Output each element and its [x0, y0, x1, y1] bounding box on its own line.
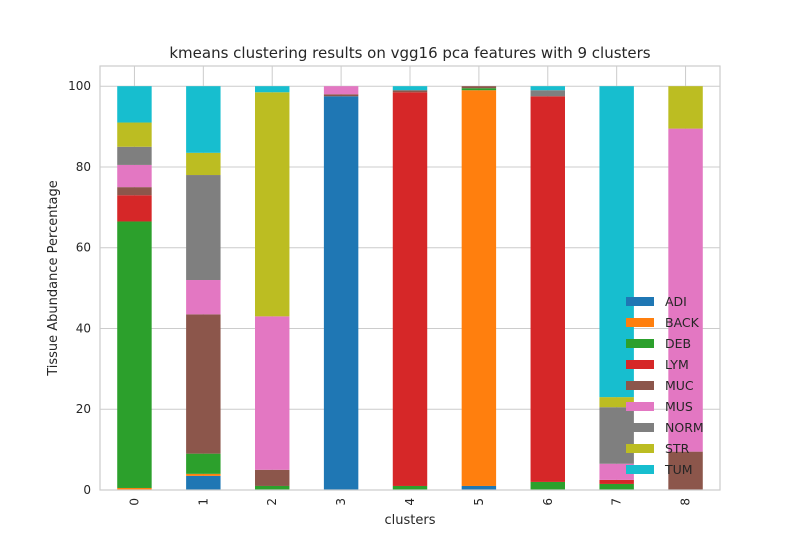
plot-frame: [99, 65, 721, 491]
legend-label-back: BACK: [665, 315, 700, 330]
bar-segment-back-cluster-0: [117, 487, 152, 490]
legend-swatch-str: [626, 444, 654, 453]
bar-segment-mus-cluster-1: [186, 280, 221, 315]
legend-swatch-tum: [626, 465, 654, 474]
legend-swatch-muc: [626, 381, 654, 390]
y-tick-label: 100: [68, 79, 91, 93]
y-tick-label: 60: [76, 241, 91, 255]
bar-segment-back-cluster-1: [186, 473, 221, 476]
bar-segment-norm-cluster-7: [599, 407, 634, 464]
x-tick-label: 6: [541, 498, 555, 506]
legend-swatch-adi: [626, 297, 654, 306]
bar-segment-str-cluster-2: [255, 92, 290, 317]
x-tick-label: 2: [265, 498, 279, 506]
legend-swatch-norm: [626, 423, 654, 432]
bar-segment-lym-cluster-0: [117, 195, 152, 222]
bar-segment-muc-cluster-5: [461, 86, 497, 89]
x-tick-label: 4: [403, 498, 417, 506]
bar-segment-adi-cluster-1: [186, 475, 221, 490]
bar-segment-tum-cluster-0: [117, 86, 152, 123]
bar-segment-deb-cluster-7: [599, 483, 634, 490]
legend-label-adi: ADI: [665, 294, 687, 309]
bar-segment-muc-cluster-2: [255, 469, 290, 486]
bar-segment-deb-cluster-4: [392, 485, 428, 490]
bar-segment-adi-cluster-3: [323, 96, 359, 491]
y-tick-label: 80: [76, 160, 91, 174]
bar-segment-adi-cluster-5: [461, 485, 497, 490]
bar-segment-muc-cluster-1: [186, 314, 221, 454]
legend: ADI BACK DEB LYM MUC MUS NORM STR TUM: [626, 294, 704, 477]
legend-label-muc: MUC: [665, 378, 694, 393]
bar-segment-back-cluster-5: [461, 90, 497, 486]
y-axis-title: Tissue Abundance Percentage: [46, 180, 61, 377]
bar-segment-mus-cluster-3: [323, 86, 359, 95]
bar-segment-deb-cluster-0: [117, 221, 152, 488]
bar-segment-str-cluster-1: [186, 152, 221, 176]
legend-label-norm: NORM: [665, 420, 704, 435]
legend-label-mus: MUS: [665, 399, 693, 414]
x-tick-label: 8: [679, 498, 693, 506]
x-tick-label: 1: [196, 498, 210, 506]
bar-segment-muc-cluster-4: [392, 90, 428, 93]
legend-swatch-back: [626, 318, 654, 327]
bar-segment-mus-cluster-7: [599, 463, 634, 480]
bar-segment-lym-cluster-7: [599, 479, 634, 484]
bar-segment-lym-cluster-4: [392, 92, 428, 486]
bar-segment-str-cluster-8: [668, 86, 703, 129]
legend-label-lym: LYM: [665, 357, 689, 372]
bar-segment-str-cluster-7: [599, 397, 634, 408]
legend-label-tum: TUM: [664, 462, 693, 477]
legend-swatch-mus: [626, 402, 654, 411]
x-tick-labels: 0 1 2 3 4 5 6 7 8: [127, 498, 692, 506]
x-tick-label: 7: [610, 498, 624, 506]
y-tick-label: 0: [83, 483, 91, 497]
legend-swatch-deb: [626, 339, 654, 348]
x-tick-label: 5: [472, 498, 486, 506]
x-tick-label: 0: [127, 498, 141, 506]
y-tick-label: 20: [76, 402, 91, 416]
bar-segment-muc-cluster-0: [117, 187, 152, 196]
chart-title: kmeans clustering results on vgg16 pca f…: [169, 44, 650, 62]
bar-segment-tum-cluster-2: [255, 86, 290, 93]
bar-segment-str-cluster-0: [117, 122, 152, 147]
bar-segment-norm-cluster-1: [186, 175, 221, 281]
y-tick-label: 40: [76, 321, 91, 335]
bar-segment-tum-cluster-6: [530, 86, 565, 91]
bar-segment-deb-cluster-1: [186, 453, 221, 474]
bars: [117, 86, 703, 491]
bar-segment-muc-cluster-3: [323, 94, 359, 97]
bar-segment-lym-cluster-6: [530, 96, 565, 482]
bar-segment-mus-cluster-2: [255, 316, 290, 470]
x-axis-title: clusters: [385, 513, 436, 528]
x-tick-label: 3: [334, 498, 348, 506]
bar-segment-mus-cluster-8: [668, 128, 703, 452]
bar-segment-norm-cluster-6: [530, 90, 565, 97]
legend-swatch-lym: [626, 360, 654, 369]
bar-segment-muc-cluster-8: [668, 451, 703, 490]
bar-segment-mus-cluster-0: [117, 164, 152, 188]
bar-segment-deb-cluster-6: [530, 481, 565, 490]
bar-segment-norm-cluster-0: [117, 146, 152, 165]
bar-segment-tum-cluster-7: [599, 86, 634, 398]
legend-label-deb: DEB: [665, 336, 691, 351]
bar-segment-tum-cluster-1: [186, 86, 221, 153]
bar-segment-tum-cluster-4: [392, 86, 428, 91]
bar-segment-deb-cluster-2: [255, 485, 290, 490]
y-tick-labels: 0 20 40 60 80 100: [68, 79, 91, 497]
bar-segment-deb-cluster-5: [461, 88, 497, 91]
legend-label-str: STR: [665, 441, 690, 456]
